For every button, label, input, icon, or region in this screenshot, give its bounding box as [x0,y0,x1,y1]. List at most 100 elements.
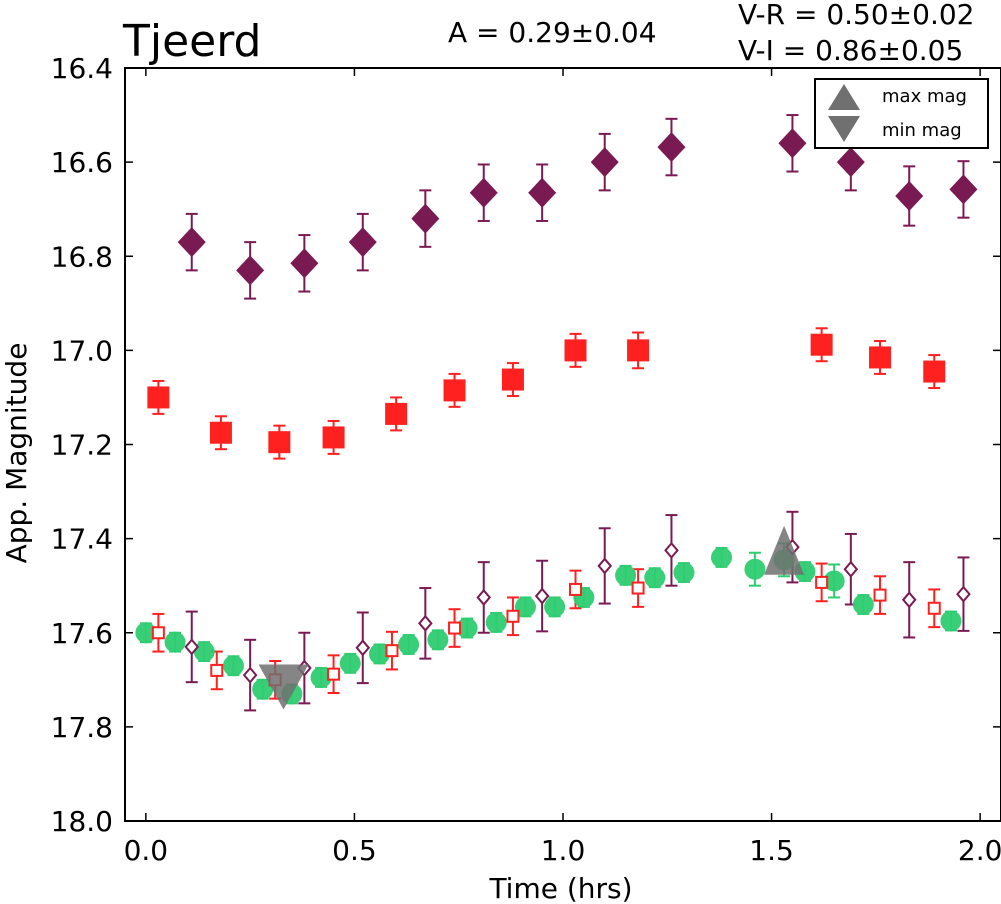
i_band_reduced-point [355,639,371,657]
extrema-markers [258,525,805,710]
r_band_reduced-point [506,609,520,623]
r_band_reduced-point [815,575,829,589]
v_band-point [368,643,390,665]
v_band-point [823,570,845,592]
i_band-point [469,177,498,208]
v_band-point [135,622,157,644]
v_band-point [644,567,666,589]
r_band-point [209,421,232,444]
v_band-point [940,610,962,632]
v_band-point [514,596,536,618]
v_band-point [427,629,449,651]
error-bars [139,114,970,712]
r_band-point [564,339,587,362]
plot-frame [124,67,1001,822]
v_band-point [544,596,566,618]
i_band-point [348,227,377,258]
r_band-point [268,431,291,454]
v_band-point [711,546,733,568]
r_band-point [810,333,833,356]
i_band_reduced-point [664,541,679,559]
r_band_reduced-point [631,581,645,595]
max-mag-marker [764,525,805,575]
v-r-annotation: V-R = 0.50±0.02 [738,0,974,31]
data-markers [135,128,978,705]
legend-label-max-mag: max mag [882,86,967,107]
r_band_reduced-point [448,621,462,635]
r_band-point [322,426,345,449]
v_band-point [339,652,361,674]
r_band_reduced-point [569,582,583,596]
i_band-point [895,181,924,212]
i_band-point [236,255,265,286]
i_band-point [778,128,807,159]
i_band-point [528,177,557,208]
i_band-point [657,132,686,163]
v_band-point [398,634,420,656]
i_band_reduced-point [534,587,550,605]
min-mag-marker [258,664,309,710]
v_band-point [852,594,874,616]
i_band_reduced-point [843,560,859,578]
i_band_reduced-point [597,557,613,575]
axis-ticks: 0.0 0.5 1.0 1.5 2.0 16.4 16.6 16.8 17.0 17.2 17.4 1… [51,52,1001,867]
v_band-point [485,611,507,633]
i_band_reduced-point [901,591,917,609]
r_band_reduced-point [927,601,941,615]
v_band-point [252,678,274,700]
r_band-point [501,368,524,391]
i_band_reduced-point [418,614,433,632]
v_band-point [744,558,766,580]
y-tick-label: 16.6 [51,146,113,179]
v_band-point [310,666,332,688]
i_band-point [290,248,319,279]
v_band-point [164,631,186,653]
y-tick-label: 16.8 [51,240,113,273]
i_band-point [949,174,978,205]
x-tick-label: 0.5 [332,834,377,867]
v-i-annotation: V-I = 0.86±0.05 [738,34,963,67]
i_band-point [177,227,206,258]
r_band-point [147,386,170,409]
v_band-point [222,655,244,677]
y-tick-label: 17.6 [51,617,113,650]
y-tick-label: 17.0 [51,334,113,367]
i_band_reduced-point [242,666,258,684]
i_band-point [590,147,619,178]
i_band_reduced-point [184,638,200,656]
v_band-point [673,562,695,584]
r_band-point [627,339,650,362]
x-axis-label: Time (hrs) [488,872,632,904]
amplitude-annotation: A = 0.29±0.04 [448,16,657,49]
x-tick-label: 1.0 [541,834,586,867]
legend: max mag min mag [814,78,989,149]
i_band-point [836,147,865,178]
y-tick-label: 17.8 [51,711,113,744]
y-tick-label: 17.2 [51,429,113,462]
r_band_reduced-point [385,644,399,658]
y-tick-label: 16.4 [51,52,113,85]
i_band_reduced-point [956,585,971,603]
r_band_reduced-point [151,626,165,640]
y-tick-label: 18.0 [51,805,113,838]
r_band-point [923,360,946,383]
r_band_reduced-point [873,588,887,602]
v_band-point [193,641,215,663]
r_band_reduced-point [327,667,341,681]
legend-label-min-mag: min mag [882,120,962,141]
i_band_reduced-point [476,588,492,606]
r_band-point [869,346,892,369]
y-tick-label: 17.4 [51,523,113,556]
v_band-point [456,617,478,639]
x-tick-label: 1.5 [749,834,794,867]
max-mag-legend-icon [828,84,860,110]
i_band-point [411,203,440,234]
v_band-point [615,564,637,586]
chart-title: Tjeerd [122,16,262,67]
x-tick-label: 0.0 [124,834,169,867]
r_band_reduced-point [210,663,224,677]
min-mag-legend-icon [828,116,860,142]
r_band-point [443,379,466,402]
y-axis-label: App. Magnitude [0,343,33,564]
